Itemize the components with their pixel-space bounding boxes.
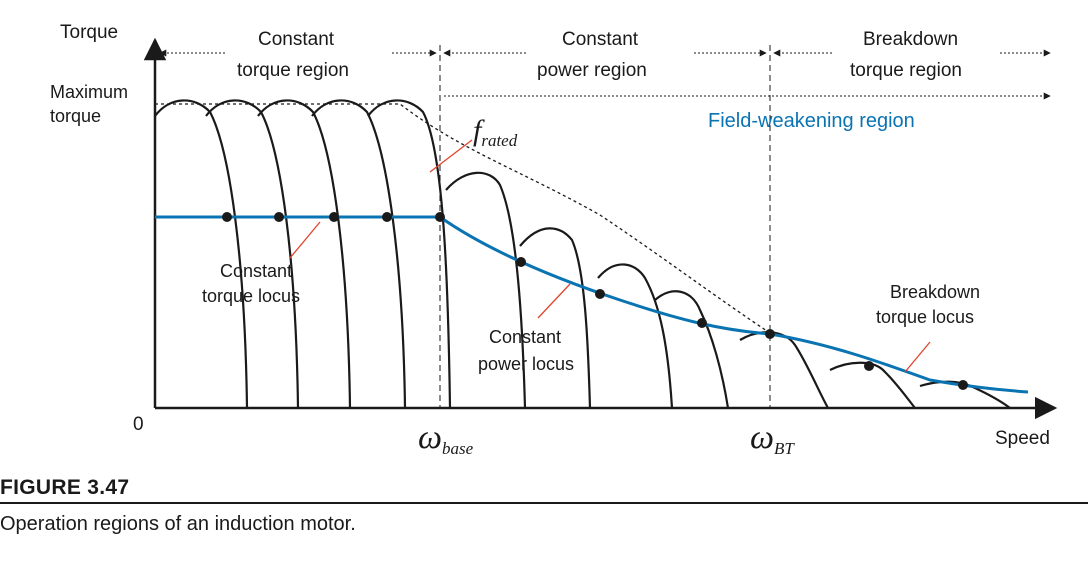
operating-point [765, 329, 775, 339]
figure-title: FIGURE 3.47 [0, 476, 130, 499]
torque-curve-1 [154, 99, 249, 409]
constant-torque-locus-label-line1: Constant [220, 261, 292, 281]
omega-base-label: ωbase [418, 419, 474, 458]
field-weakening-label: Field-weakening region [708, 110, 915, 132]
constant-torque-region-label-line1: Constant [258, 29, 335, 50]
torque-curve-9 [654, 290, 730, 409]
torque-curve-8 [597, 263, 674, 409]
operating-point [274, 212, 284, 222]
operating-point [516, 257, 526, 267]
torque-curve-6 [445, 171, 527, 409]
constant-torque-locus-leader [289, 221, 321, 259]
operating-point [595, 289, 605, 299]
breakdown-locus-label-line1: Breakdown [890, 282, 980, 302]
torque-curve-11 [829, 361, 916, 409]
constant-power-locus-leader [537, 283, 571, 319]
f-rated-label: frated [473, 114, 518, 150]
breakdown-torque-locus-leader [904, 341, 931, 373]
figure-caption: Operation regions of an induction motor. [0, 513, 356, 535]
x-axis-label: Speed [995, 428, 1050, 449]
operating-point [435, 212, 445, 222]
torque-curve-2 [205, 99, 300, 409]
operation-regions-diagram: Torque Speed 0 Maximum torque Constant t… [50, 22, 1058, 458]
operating-locus [155, 215, 1029, 394]
origin-label: 0 [133, 414, 144, 435]
operating-point [697, 318, 707, 328]
torque-curve-4 [311, 99, 407, 409]
max-torque-label-line2: torque [50, 106, 101, 126]
operating-point [864, 361, 874, 371]
torque-curve-5 [367, 99, 452, 409]
operating-point [958, 380, 968, 390]
constant-power-locus-label-line1: Constant [489, 327, 561, 347]
f-rated-leader [429, 139, 473, 173]
operating-point [329, 212, 339, 222]
max-torque-label-line1: Maximum [50, 82, 128, 102]
constant-power-region-label-line2: power region [537, 60, 647, 81]
omega-bt-label: ωBT [750, 419, 795, 458]
breakdown-region-label-line1: Breakdown [863, 29, 958, 50]
y-axis-label: Torque [60, 22, 118, 43]
constant-power-region-label-line1: Constant [562, 29, 639, 50]
breakdown-region-label-line2: torque region [850, 60, 962, 81]
constant-power-locus-label-line2: power locus [478, 354, 574, 374]
constant-torque-locus-label-line2: torque locus [202, 286, 300, 306]
operating-point [222, 212, 232, 222]
constant-torque-region-label-line2: torque region [237, 60, 349, 81]
torque-curve-3 [257, 99, 352, 409]
operating-point [382, 212, 392, 222]
torque-curve-7 [519, 227, 592, 409]
breakdown-locus-label-line2: torque locus [876, 307, 974, 327]
figure-divider [0, 502, 1088, 504]
